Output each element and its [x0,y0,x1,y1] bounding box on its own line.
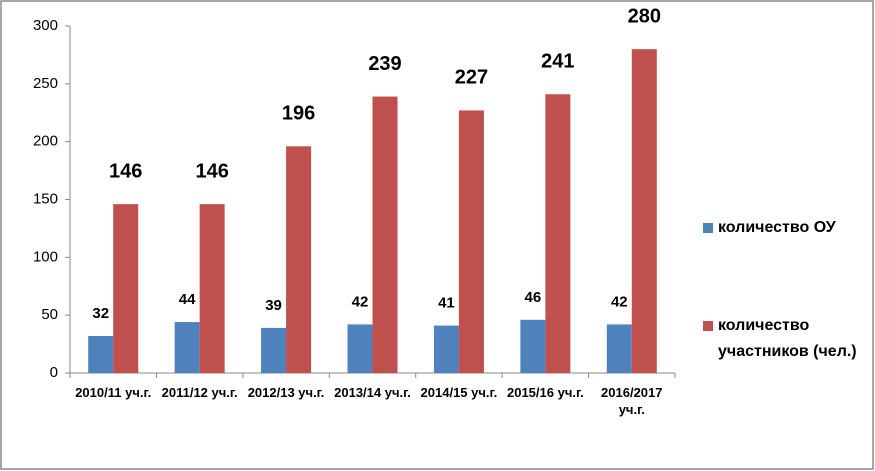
bar [545,94,571,373]
bar [199,204,225,373]
bar [433,325,459,373]
x-tick-label: 2014/15 уч.г. [420,385,498,400]
x-tick-label: 2013/14 уч.г. [334,385,411,400]
legend-label: количество участников (чел.) [718,317,857,360]
bar [458,110,484,373]
value-label: 32 [92,305,109,322]
value-label: 239 [368,53,401,75]
value-label: 280 [628,5,661,27]
bar [88,335,114,373]
bar [261,327,287,373]
value-label: 146 [195,160,228,182]
y-tick-label: 0 [50,364,58,381]
x-tick-label: 2015/16 уч.г. [506,385,584,400]
y-tick-label: 150 [33,190,58,207]
y-tick-label: 100 [33,248,58,265]
value-label: 196 [282,103,315,125]
x-tick-label: 2011/12 уч.г. [161,385,238,400]
value-label: 42 [611,293,628,310]
legend-label: количество ОУ [718,219,836,236]
bar [286,146,312,373]
bar [520,319,546,373]
y-tick-label: 250 [33,75,58,92]
bar [347,324,373,373]
value-label: 46 [525,289,542,306]
bar [606,324,632,373]
value-label: 44 [179,291,196,308]
bar [372,96,398,373]
x-tick-label: 2012/13 уч.г. [247,385,325,400]
value-label: 41 [438,295,455,312]
x-tick-label: 2016/2017 уч.г. [601,385,663,417]
bar [631,49,657,374]
y-tick-label: 50 [41,306,58,323]
value-label: 227 [455,67,488,89]
legend-swatch [703,223,713,233]
y-tick-label: 300 [33,17,58,34]
value-label: 39 [265,297,282,314]
x-tick-label: 2010/11 уч.г. [75,385,152,400]
legend-swatch [703,321,713,331]
value-label: 146 [109,160,142,182]
bar [113,204,139,373]
value-label: 241 [541,51,574,73]
y-tick-label: 200 [33,133,58,150]
bar [174,322,200,373]
value-label: 42 [352,293,369,310]
